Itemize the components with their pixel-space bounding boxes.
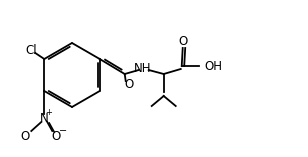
- Text: OH: OH: [205, 60, 223, 73]
- Text: −: −: [59, 126, 67, 136]
- Text: +: +: [45, 108, 52, 117]
- Text: O: O: [52, 130, 61, 143]
- Text: O: O: [21, 130, 30, 143]
- Text: O: O: [178, 35, 187, 48]
- Text: Cl: Cl: [26, 43, 37, 57]
- Text: O: O: [124, 78, 133, 90]
- Text: NH: NH: [134, 62, 152, 75]
- Text: N: N: [40, 111, 49, 125]
